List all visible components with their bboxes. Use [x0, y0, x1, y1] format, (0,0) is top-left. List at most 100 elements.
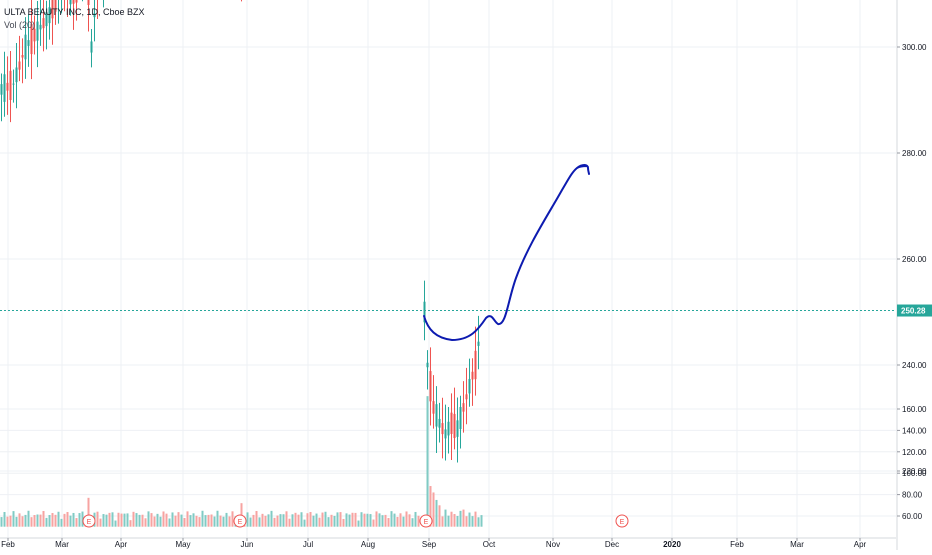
last-price-label: 250.28: [901, 307, 926, 316]
candle-body: [9, 70, 12, 101]
volume-bar: [231, 511, 234, 527]
chart-legend: ULTA BEAUTY INC, 1D, Cboe BZX Vol (20): [4, 6, 145, 32]
volume-bar: [141, 514, 144, 527]
volume-bar: [357, 520, 360, 527]
volume-bar: [444, 509, 447, 527]
candle-body: [3, 74, 6, 102]
volume-bar: [258, 517, 261, 527]
volume-bar: [321, 512, 324, 527]
volume-bar: [435, 499, 438, 527]
volume-bar: [432, 492, 435, 527]
candle-body: [87, 0, 90, 6]
volume-tick-label: 120.00: [902, 448, 927, 457]
volume-bar: [159, 516, 162, 527]
volume-bar: [204, 515, 207, 527]
volume-bar: [9, 515, 12, 527]
volume-bar: [327, 517, 330, 527]
volume-bar: [183, 517, 186, 527]
earnings-marker: [233, 514, 247, 528]
time-tick-label: Mar: [790, 540, 804, 549]
volume-bar: [45, 517, 48, 527]
candle-body: [24, 34, 27, 60]
volume-bar: [309, 512, 312, 527]
volume-bar: [54, 514, 57, 527]
trend-drawing: [423, 164, 590, 342]
volume-bar: [285, 511, 288, 527]
volume-indicator-label[interactable]: Vol (20): [4, 20, 36, 30]
candle-body: [51, 0, 54, 19]
time-tick-label: Sep: [422, 540, 437, 549]
volume-bar: [339, 512, 342, 527]
volume-bar: [255, 510, 258, 527]
candle-body: [447, 421, 450, 436]
volume-bar: [3, 512, 6, 527]
volume-bar: [219, 515, 222, 527]
earnings-marker-label: E: [87, 519, 92, 526]
candle-body: [432, 401, 435, 414]
volume-bar: [456, 515, 459, 527]
candle-body: [72, 0, 75, 4]
volume-bar: [96, 511, 99, 527]
volume-bar: [78, 513, 81, 527]
time-tick-label: Apr: [854, 540, 867, 549]
volume-bar: [114, 520, 117, 527]
volume-bar: [108, 512, 111, 527]
volume-bar: [312, 515, 315, 527]
volume-bar: [267, 514, 270, 527]
volume-bar: [348, 514, 351, 527]
candle-body: [441, 423, 444, 435]
time-tick-label: Jul: [303, 540, 313, 549]
symbol-title[interactable]: ULTA BEAUTY INC, 1D, Cboe BZX: [4, 7, 145, 17]
volume-bar: [318, 517, 321, 527]
volume-bar: [201, 510, 204, 527]
candle-body: [426, 362, 429, 368]
volume-bar: [42, 510, 45, 527]
volume-bar: [60, 518, 63, 527]
volume-bar: [138, 514, 141, 527]
volume-bar: [351, 512, 354, 527]
candle-body: [42, 18, 45, 29]
price-tick-label: 300.00: [902, 43, 927, 52]
earnings-marker-label: E: [620, 519, 625, 526]
volume-bar: [360, 512, 363, 527]
volume-bar: [36, 514, 39, 527]
candle-body: [90, 41, 93, 53]
volume-bar: [300, 512, 303, 527]
volume-bar: [210, 514, 213, 527]
candle-body: [474, 350, 477, 380]
candle-body: [45, 12, 48, 27]
volume-bar: [294, 512, 297, 527]
candle-body: [435, 404, 438, 427]
volume-bar: [477, 517, 480, 527]
volume-bar: [216, 510, 219, 527]
candle-body: [444, 429, 447, 439]
time-tick-label: Aug: [361, 540, 375, 549]
volume-bar: [465, 516, 468, 527]
candle-body: [462, 403, 465, 412]
volume-bar: [144, 518, 147, 527]
candle-body: [54, 0, 57, 12]
volume-bar: [192, 513, 195, 527]
volume-bar: [66, 512, 69, 527]
volume-bar: [438, 505, 441, 527]
volume-bar: [288, 518, 291, 527]
candle-body: [423, 301, 426, 323]
volume-bar: [354, 512, 357, 527]
volume-bar: [447, 515, 450, 527]
volume-bar: [153, 516, 156, 527]
volume-bar: [282, 514, 285, 527]
volume-bar: [12, 511, 15, 527]
volume-bar: [102, 514, 105, 527]
volume-bar: [441, 516, 444, 527]
volume-bar: [462, 509, 465, 527]
volume-bar: [222, 516, 225, 527]
volume-bar: [171, 512, 174, 527]
time-tick-label: Jun: [241, 540, 254, 549]
volume-bar: [345, 513, 348, 527]
volume-bar: [429, 486, 432, 527]
candle-body: [471, 371, 474, 380]
volume-bar: [306, 513, 309, 527]
volume-bar: [375, 511, 378, 527]
